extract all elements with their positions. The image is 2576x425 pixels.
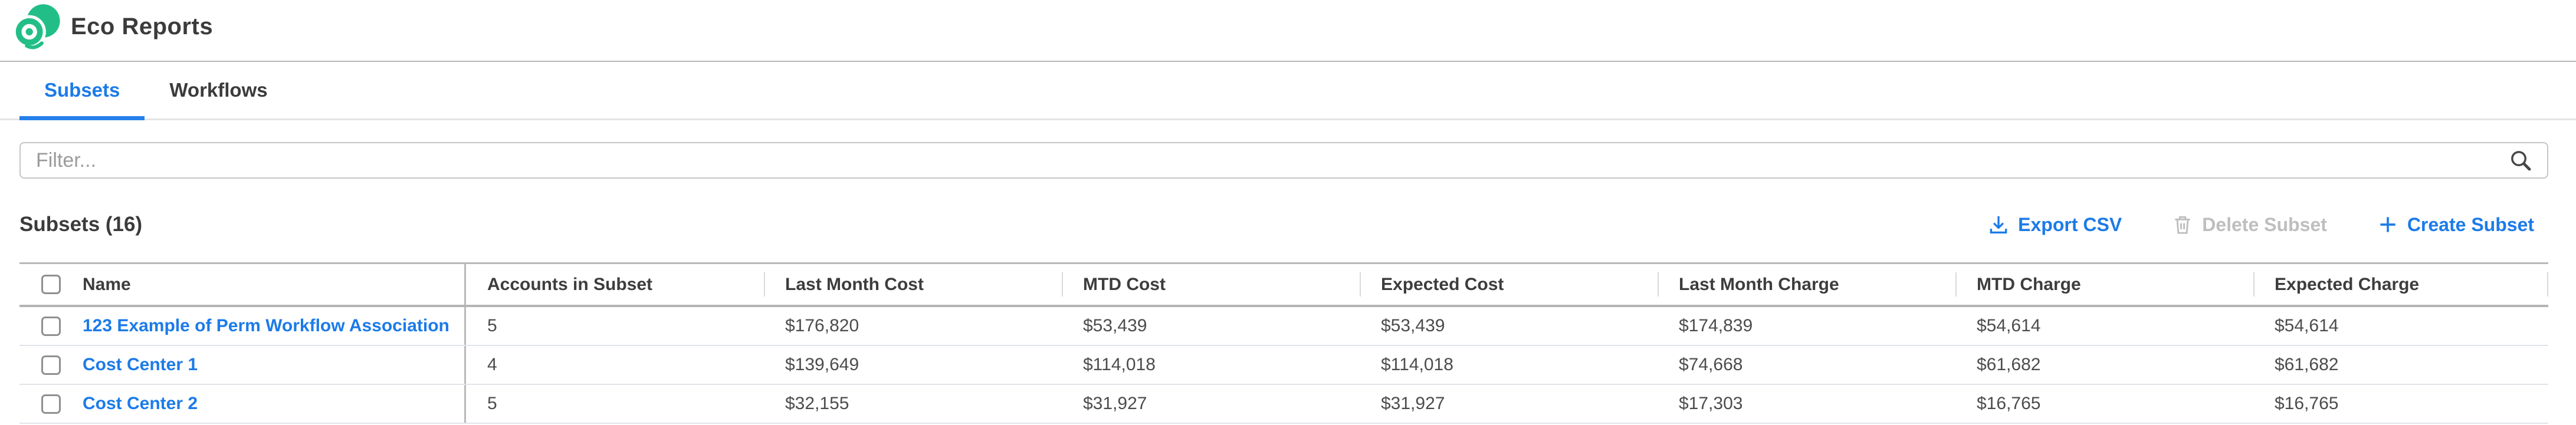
mtd-charge-cell: $16,765 — [1977, 394, 2041, 413]
mtd-cost-cell: $53,439 — [1083, 316, 1147, 335]
delete-subset-label: Delete Subset — [2202, 213, 2327, 235]
column-header-expected-charge[interactable]: Expected Charge — [2253, 264, 2548, 305]
toolbar-actions: Export CSV Delete Subset Create Subset — [1987, 213, 2534, 236]
app-header: Eco Reports — [0, 0, 2576, 62]
download-icon — [1990, 216, 2007, 234]
subset-link[interactable]: Cost Center 2 — [83, 394, 198, 413]
column-header-last-month-charge[interactable]: Last Month Charge — [1658, 264, 1955, 305]
subsets-table: Name Accounts in Subset Last Month Cost … — [19, 262, 2548, 424]
mtd-charge-cell: $61,682 — [1977, 355, 2041, 374]
eco-swirl-logo-icon — [12, 4, 60, 49]
row-checkbox[interactable] — [41, 394, 61, 414]
subset-link[interactable]: 123 Example of Perm Workflow Association — [83, 316, 449, 335]
row-name-cell: 123 Example of Perm Workflow Association — [19, 307, 466, 345]
mtd-cost-cell: $114,018 — [1083, 355, 1156, 374]
column-header-mtd-charge[interactable]: MTD Charge — [1955, 264, 2253, 305]
accounts-cell: 4 — [487, 355, 497, 374]
subset-link[interactable]: Cost Center 1 — [83, 355, 198, 374]
row-checkbox[interactable] — [41, 355, 61, 375]
column-header-last-month-cost[interactable]: Last Month Cost — [764, 264, 1062, 305]
tab-bar: Subsets Workflows — [0, 62, 2576, 120]
select-all-checkbox[interactable] — [41, 275, 61, 294]
row-name-cell: Cost Center 2 — [19, 385, 466, 423]
row-name-cell: Cost Center 1 — [19, 346, 466, 384]
header-name-cell: Name — [19, 264, 466, 305]
last-month-cost-cell: $139,649 — [785, 355, 859, 374]
accounts-cell: 5 — [487, 394, 497, 413]
tab-workflows[interactable]: Workflows — [145, 62, 292, 118]
export-csv-button[interactable]: Export CSV — [1987, 213, 2122, 236]
create-subset-button[interactable]: Create Subset — [2377, 213, 2534, 236]
table-row: 123 Example of Perm Workflow Association… — [19, 307, 2548, 346]
subsets-count-heading: Subsets (16) — [19, 213, 143, 236]
tab-subsets[interactable]: Subsets — [19, 62, 145, 120]
subsets-toolbar: Subsets (16) Export CSV Delete Subset Cr — [19, 210, 2548, 239]
table-header-row: Name Accounts in Subset Last Month Cost … — [19, 264, 2548, 307]
last-month-cost-cell: $32,155 — [785, 394, 849, 413]
expected-charge-cell: $54,614 — [2275, 316, 2339, 335]
column-header-mtd-cost[interactable]: MTD Cost — [1062, 264, 1360, 305]
page-title: Eco Reports — [71, 14, 214, 39]
expected-charge-cell: $16,765 — [2275, 394, 2339, 413]
expected-cost-cell: $31,927 — [1381, 394, 1445, 413]
plus-icon — [2380, 217, 2395, 232]
row-checkbox[interactable] — [41, 316, 61, 336]
table-row: Cost Center 2 5 $32,155 $31,927 $31,927 … — [19, 385, 2548, 424]
last-month-cost-cell: $176,820 — [785, 316, 859, 335]
tab-workflows-label: Workflows — [169, 79, 268, 101]
trash-icon — [2175, 216, 2190, 234]
table-row: Cost Center 1 4 $139,649 $114,018 $114,0… — [19, 346, 2548, 385]
expected-charge-cell: $61,682 — [2275, 355, 2339, 374]
last-month-charge-cell: $174,839 — [1679, 316, 1753, 335]
column-header-expected-cost[interactable]: Expected Cost — [1360, 264, 1658, 305]
last-month-charge-cell: $17,303 — [1679, 394, 1743, 413]
mtd-cost-cell: $31,927 — [1083, 394, 1147, 413]
column-header-accounts[interactable]: Accounts in Subset — [487, 274, 653, 294]
filter-input[interactable] — [19, 142, 2548, 179]
delete-subset-button[interactable]: Delete Subset — [2171, 213, 2327, 236]
last-month-charge-cell: $74,668 — [1679, 355, 1743, 374]
accounts-cell: 5 — [487, 316, 497, 335]
filter-bar — [19, 142, 2548, 179]
export-csv-label: Export CSV — [2018, 213, 2122, 235]
expected-cost-cell: $53,439 — [1381, 316, 1445, 335]
expected-cost-cell: $114,018 — [1381, 355, 1453, 374]
create-subset-label: Create Subset — [2407, 213, 2534, 235]
column-header-name[interactable]: Name — [83, 274, 131, 294]
search-icon[interactable] — [2508, 148, 2533, 173]
tab-subsets-label: Subsets — [44, 79, 120, 101]
mtd-charge-cell: $54,614 — [1977, 316, 2041, 335]
